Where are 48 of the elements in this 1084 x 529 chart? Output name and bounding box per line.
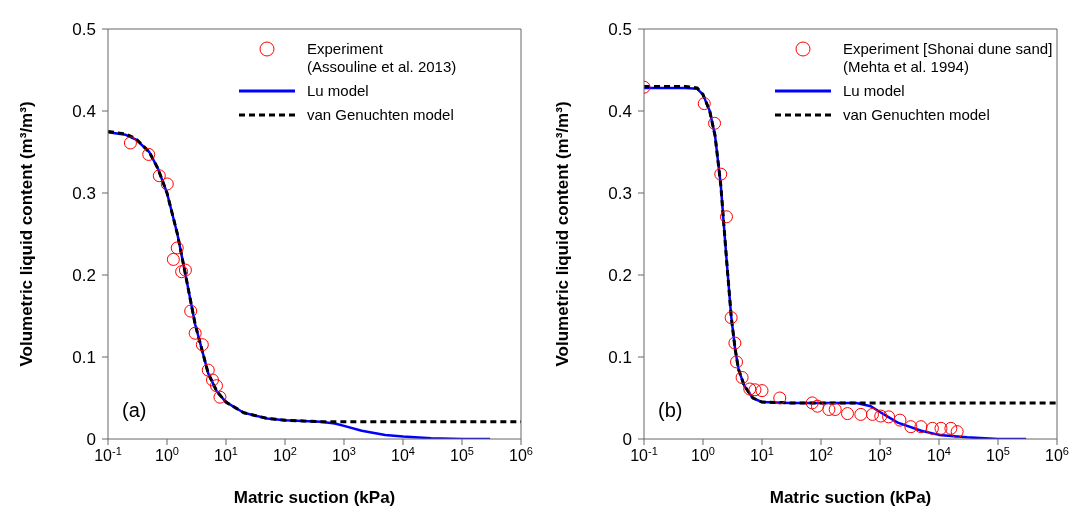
y-tick-label: 0.1 [608, 348, 632, 367]
x-tick-label: 10$^{2}$ [809, 445, 833, 464]
legend-label: Experiment (Assouline et al. 2013) [307, 40, 457, 76]
x-tick-label: 10$^{6}$ [509, 445, 533, 464]
legend-label: van Genuchten model [843, 106, 990, 124]
point [188, 326, 202, 340]
y-tick-label: 0.4 [608, 102, 632, 121]
point [166, 252, 180, 266]
x-tick-label: 10$^{2}$ [273, 445, 297, 464]
legend-label: van Genuchten model [307, 106, 454, 124]
x-tick-label: 10$^{3}$ [868, 445, 892, 464]
x-tick-label: 10$^{1}$ [750, 445, 774, 464]
x-tick-label: 10$^{4}$ [391, 445, 415, 464]
y-tick-label: 0 [86, 430, 96, 449]
y-tick-label: 0.4 [72, 102, 96, 121]
annotation: (b) [658, 399, 683, 422]
y-tick-label: 0.2 [72, 266, 96, 285]
y-axis-title: Volumetric liquid content (m³/m³) [553, 101, 573, 367]
y-axis-title: Volumetric liquid content (m³/m³) [17, 101, 37, 367]
point [152, 169, 166, 183]
x-axis-title: Matric suction (kPa) [233, 488, 396, 507]
x-tick-label: 10$^{0}$ [155, 445, 179, 464]
x-tick-label: 10$^{1}$ [214, 445, 238, 464]
legend-label: Lu model [843, 82, 905, 100]
x-axis-title: Matric suction (kPa) [769, 488, 932, 507]
annotation: (a) [122, 399, 147, 422]
x-tick-label: 10$^{4}$ [927, 445, 951, 464]
point [195, 338, 209, 352]
y-tick-label: 0.3 [608, 184, 632, 203]
y-tick-label: 0.5 [72, 20, 96, 39]
point [205, 373, 219, 387]
x-tick-label: 10$^{3}$ [332, 445, 356, 464]
y-tick-label: 0.5 [608, 20, 632, 39]
y-tick-label: 0.2 [608, 266, 632, 285]
x-tick-label: 10$^{0}$ [691, 445, 715, 464]
y-tick-label: 0 [622, 430, 632, 449]
x-tick-label: 10$^{5}$ [986, 445, 1010, 464]
point [184, 304, 198, 318]
y-tick-label: 0.1 [72, 348, 96, 367]
x-tick-label: 10$^{-1}$ [94, 445, 122, 464]
x-tick-label: 10$^{6}$ [1045, 445, 1069, 464]
y-tick-label: 0.3 [72, 184, 96, 203]
legend-label: Experiment [Shonai dune sand] (Mehta et al. 1994) [843, 40, 1053, 76]
point [201, 363, 215, 377]
x-tick-label: 10$^{5}$ [450, 445, 474, 464]
x-tick-label: 10$^{-1}$ [630, 445, 658, 464]
legend-label: Lu model [307, 82, 369, 100]
point [209, 379, 223, 393]
